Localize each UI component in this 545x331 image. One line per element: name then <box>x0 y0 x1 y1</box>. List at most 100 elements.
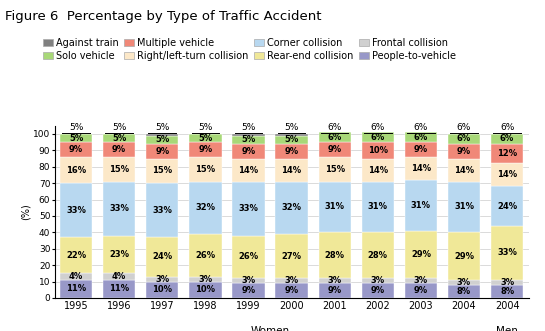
Text: 33%: 33% <box>497 248 517 257</box>
Bar <box>189 234 221 277</box>
Text: 29%: 29% <box>411 250 431 259</box>
Bar <box>146 183 178 237</box>
Text: 14%: 14% <box>368 166 388 174</box>
Bar <box>491 226 523 280</box>
Text: 31%: 31% <box>454 203 474 212</box>
Text: 5%: 5% <box>155 123 169 132</box>
Bar <box>189 134 221 142</box>
Text: 3%: 3% <box>241 276 256 285</box>
Bar <box>405 142 437 157</box>
Bar <box>103 134 135 142</box>
Bar <box>146 237 178 277</box>
Bar <box>491 144 523 164</box>
Text: 4%: 4% <box>69 272 83 281</box>
Bar <box>318 232 351 278</box>
Text: 26%: 26% <box>195 251 215 260</box>
Text: 11%: 11% <box>109 284 129 293</box>
Bar <box>448 144 480 159</box>
Text: 24%: 24% <box>152 253 172 261</box>
Text: 33%: 33% <box>66 206 86 215</box>
Text: 5%: 5% <box>284 135 299 144</box>
Text: 4%: 4% <box>112 272 126 281</box>
Bar <box>146 281 178 298</box>
Bar <box>318 157 351 181</box>
Bar <box>103 142 135 157</box>
Text: 9%: 9% <box>241 147 256 156</box>
Text: 9%: 9% <box>328 145 342 154</box>
Bar <box>60 157 92 183</box>
Bar <box>103 157 135 181</box>
Text: 10%: 10% <box>368 146 388 155</box>
Text: 23%: 23% <box>109 250 129 259</box>
Bar <box>362 283 394 298</box>
Bar <box>491 280 523 285</box>
Text: 33%: 33% <box>152 206 172 215</box>
Text: 9%: 9% <box>112 145 126 154</box>
Bar <box>318 278 351 283</box>
Text: 9%: 9% <box>457 147 471 156</box>
Bar <box>318 283 351 298</box>
Text: 11%: 11% <box>66 284 86 293</box>
Text: 6%: 6% <box>371 133 385 142</box>
Text: Women: Women <box>251 326 289 331</box>
Bar <box>405 231 437 278</box>
Text: 33%: 33% <box>109 204 129 213</box>
Text: 3%: 3% <box>500 278 514 287</box>
Text: 14%: 14% <box>238 166 258 174</box>
Bar <box>362 278 394 283</box>
Bar <box>103 236 135 273</box>
Text: 5%: 5% <box>69 134 83 143</box>
Text: 3%: 3% <box>198 274 213 284</box>
Text: 27%: 27% <box>282 252 301 260</box>
Bar <box>405 180 437 231</box>
Bar <box>362 142 394 159</box>
Text: 5%: 5% <box>155 135 169 144</box>
Text: 16%: 16% <box>66 166 86 174</box>
Text: 32%: 32% <box>282 203 301 212</box>
Text: Men: Men <box>496 326 518 331</box>
Text: 8%: 8% <box>457 287 471 296</box>
Text: 6%: 6% <box>500 134 514 143</box>
Bar <box>146 144 178 159</box>
Legend: Against train, Solo vehicle, Multiple vehicle, Right/left-turn collision, Corner: Against train, Solo vehicle, Multiple ve… <box>43 38 456 61</box>
Text: 5%: 5% <box>198 134 213 143</box>
Bar <box>405 278 437 283</box>
Bar <box>232 181 265 236</box>
Bar <box>491 285 523 298</box>
Text: 5%: 5% <box>284 123 299 132</box>
Text: 32%: 32% <box>195 203 215 212</box>
Bar <box>405 132 437 142</box>
Text: 3%: 3% <box>414 276 428 285</box>
Bar <box>275 181 308 234</box>
Text: 9%: 9% <box>241 286 256 295</box>
Text: 5%: 5% <box>112 123 126 132</box>
Text: 14%: 14% <box>454 166 474 174</box>
Text: 9%: 9% <box>198 145 213 154</box>
Text: 9%: 9% <box>414 145 428 154</box>
Bar <box>232 278 265 283</box>
Bar <box>189 277 221 281</box>
Text: 15%: 15% <box>152 166 172 175</box>
Bar <box>189 142 221 157</box>
Bar <box>318 132 351 142</box>
Text: 14%: 14% <box>411 164 431 173</box>
Bar <box>232 134 265 136</box>
Text: 6%: 6% <box>457 134 471 143</box>
Bar <box>60 142 92 157</box>
Bar <box>275 159 308 181</box>
Text: 8%: 8% <box>500 287 514 296</box>
Bar <box>60 183 92 237</box>
Text: 6%: 6% <box>414 133 428 142</box>
Text: 15%: 15% <box>325 165 345 174</box>
Bar <box>362 132 394 142</box>
Bar <box>405 283 437 298</box>
Text: 3%: 3% <box>371 276 385 285</box>
Bar <box>448 159 480 181</box>
Text: 33%: 33% <box>239 204 258 213</box>
Bar <box>448 181 480 232</box>
Text: 6%: 6% <box>328 133 342 142</box>
Y-axis label: (%): (%) <box>20 204 31 220</box>
Bar <box>491 164 523 186</box>
Text: 5%: 5% <box>198 123 213 132</box>
Text: 9%: 9% <box>284 147 299 156</box>
